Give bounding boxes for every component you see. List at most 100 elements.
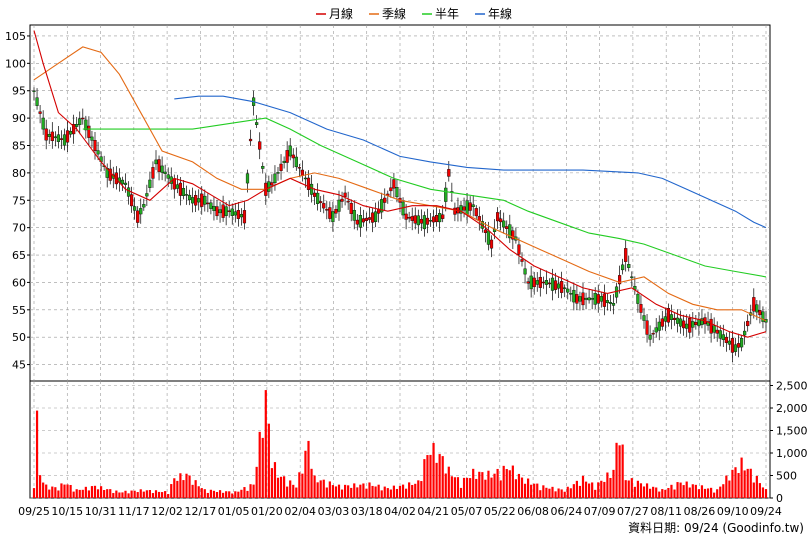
volume-bar [225, 491, 228, 498]
volume-bar [72, 491, 75, 498]
volume-bar [414, 483, 417, 498]
candle-body [413, 215, 417, 224]
candle-body [550, 277, 555, 291]
volume-bar [420, 481, 423, 498]
candle-body [746, 320, 750, 327]
candle-body [709, 318, 713, 334]
candle-body [172, 178, 176, 190]
volume-bar [215, 491, 219, 498]
volume-bar [319, 480, 322, 498]
candle-body [212, 205, 216, 211]
candle-body [553, 280, 558, 290]
volume-bar [322, 479, 325, 498]
volume-bar [636, 480, 639, 498]
volume-bar [691, 484, 694, 498]
candle-body [682, 320, 686, 329]
candle-body [642, 315, 646, 321]
price-tick-label: 95 [12, 85, 26, 98]
volume-bar [228, 491, 231, 498]
volume-bar [48, 489, 51, 498]
volume-bar [90, 486, 94, 498]
volume-bar [246, 490, 249, 498]
candle-body [139, 208, 143, 215]
volume-bar [682, 485, 685, 498]
volume-bar [124, 490, 127, 498]
candle-body [331, 211, 335, 223]
volume-bar [54, 487, 57, 498]
candle-body [282, 160, 286, 163]
date-tick-label: 07/09 [584, 505, 616, 518]
volume-bar [591, 482, 594, 498]
volume-bar [731, 469, 734, 498]
volume-bar [331, 485, 334, 498]
volume-bar [203, 489, 206, 498]
candle-body [129, 194, 134, 207]
volume-bar [548, 488, 551, 498]
volume-bar [722, 484, 725, 498]
volume-bar [432, 442, 435, 498]
candle-body [72, 123, 76, 135]
volume-bar [115, 490, 118, 498]
volume-bar [42, 482, 45, 498]
volume-bar [313, 475, 316, 498]
candle-body [261, 166, 265, 169]
volume-bar [581, 475, 585, 498]
candle-body [419, 218, 423, 224]
volume-tick-label: 0 [776, 492, 783, 505]
candle-body [688, 318, 692, 333]
volume-bar [527, 478, 530, 498]
volume-bar [389, 489, 392, 498]
candle-body [761, 311, 765, 322]
volume-bar [106, 489, 109, 498]
volume-bar [655, 487, 658, 498]
volume-bar [469, 478, 472, 498]
volume-bar [447, 466, 450, 498]
candle-body [410, 216, 414, 221]
volume-bar [39, 475, 42, 498]
legend-label-2: 半年 [435, 7, 459, 21]
candle-body [53, 136, 57, 139]
candle-body [511, 230, 515, 240]
volume-bar [307, 440, 310, 498]
candle-body [743, 330, 747, 336]
candle-body [700, 318, 704, 326]
candle-body [523, 268, 527, 275]
price-tick-label: 65 [12, 249, 26, 262]
volume-bar [639, 483, 643, 498]
volume-bar [706, 488, 710, 498]
volume-bar [652, 486, 655, 498]
ma-year-line [174, 95, 767, 229]
date-tick-label: 08/26 [684, 505, 716, 518]
volume-bar [478, 471, 481, 498]
volume-bar [716, 489, 719, 498]
candle-body [624, 248, 628, 262]
candle-body [218, 209, 222, 214]
candle-body [367, 217, 372, 220]
volume-bar [719, 486, 722, 498]
volume-bar [667, 487, 670, 498]
candle-body [291, 154, 295, 159]
volume-bar [121, 492, 124, 498]
candle-body [611, 303, 616, 306]
volume-bar [511, 465, 514, 498]
candle-body [471, 204, 475, 207]
volume-bar [734, 467, 737, 498]
volume-bar [700, 485, 704, 498]
volume-bar [472, 468, 475, 498]
candle-body [285, 150, 289, 163]
candle-body [453, 207, 457, 215]
candle-body [496, 212, 500, 222]
volume-bar [185, 473, 188, 498]
volume-bar [167, 493, 170, 498]
date-tick-label: 12/02 [151, 505, 183, 518]
volume-tick-label: 1,500 [776, 425, 808, 438]
volume-bar [103, 490, 106, 498]
volume-bar [487, 470, 490, 498]
candle-body [337, 199, 341, 212]
price-tick-label: 75 [12, 194, 26, 207]
volume-bar [96, 489, 100, 498]
volume-bar [359, 484, 362, 498]
volume-bar [453, 477, 456, 498]
volume-bar [133, 490, 136, 498]
volume-bar [502, 465, 505, 498]
